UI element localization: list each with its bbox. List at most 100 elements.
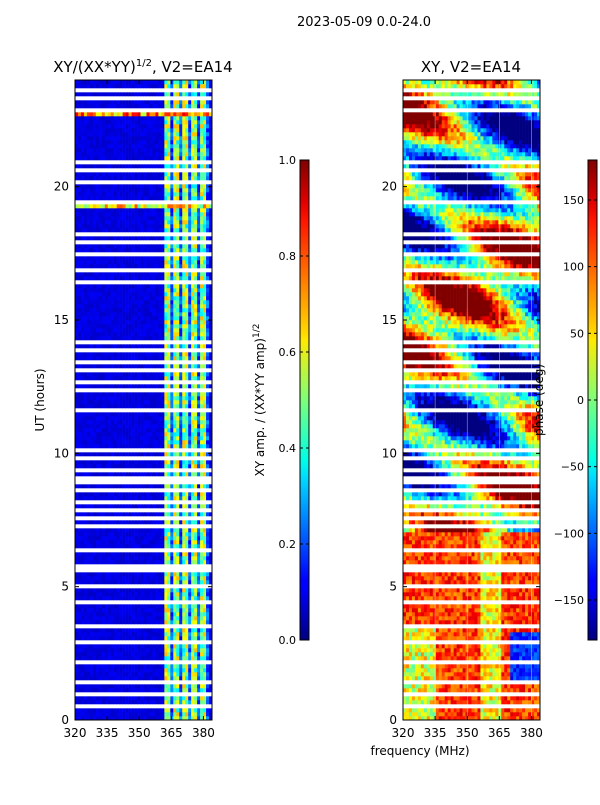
amplitude-cell [128,364,132,369]
amplitude-cell [164,328,168,333]
amplitude-cell [107,308,112,313]
amplitude-cell [128,636,132,641]
amplitude-cell [119,576,123,581]
amplitude-cell [146,376,150,381]
amplitude-cell [77,492,82,497]
amplitude-cell [203,596,207,601]
amplitude-cell [98,548,103,553]
amplitude-cell [131,324,135,329]
amplitude-cell [143,452,147,457]
amplitude-cell [161,452,165,457]
amplitude-cell [164,320,168,325]
amplitude-cell [98,612,103,617]
amplitude-cell [125,640,129,645]
amplitude-cell [203,588,207,593]
amplitude-cell [161,712,165,717]
amplitude-cell [167,708,171,713]
amplitude-cell [164,436,168,441]
amplitude-cell [107,620,112,625]
amplitude-cell [86,416,91,421]
amplitude-cell [143,596,147,601]
amplitude-cell [140,316,144,321]
amplitude-cell [113,676,117,681]
amplitude-cell [134,600,138,605]
amplitude-cell [203,520,207,525]
amplitude-cell [143,708,147,713]
amplitude-cell [134,620,138,625]
amplitude-cell [194,504,198,509]
amplitude-cell [170,552,174,557]
amplitude-cell [209,508,212,513]
amplitude-cell [206,472,210,477]
amplitude-cell [155,592,159,597]
amplitude-cell [122,592,126,597]
amplitude-cell [152,308,156,313]
amplitude-cell [152,480,156,485]
amplitude-cell [75,612,79,617]
amplitude-cell [134,452,138,457]
amplitude-row [75,440,212,445]
amplitude-cell [80,692,85,697]
amplitude-cell [119,624,123,629]
amplitude-cell [80,488,85,493]
amplitude-cell [194,312,198,317]
amplitude-cell [200,548,204,553]
amplitude-cell [92,568,97,573]
amplitude-cell [98,388,103,393]
amplitude-cell [203,564,207,569]
amplitude-cell [164,480,168,485]
amplitude-cell [104,548,109,553]
amplitude-cell [191,564,195,569]
amplitude-cell [80,668,85,673]
amplitude-cell [164,600,168,605]
amplitude-cell [173,424,177,429]
amplitude-cell [191,480,195,485]
amplitude-cell [188,680,192,685]
amplitude-cell [194,716,198,720]
amplitude-cell [134,640,138,645]
amplitude-cell [134,364,138,369]
amplitude-cell [182,608,186,613]
amplitude-row [75,344,212,349]
amplitude-cell [167,692,171,697]
amplitude-cell [149,356,153,361]
amplitude-cell [86,336,91,341]
amplitude-cell [137,352,141,357]
amplitude-cell [209,396,212,401]
amplitude-cell [101,716,106,720]
amplitude-cell [128,336,132,341]
amplitude-cell [209,336,212,341]
amplitude-cell [155,412,159,417]
amplitude-cell [179,524,183,529]
amplitude-cell [77,520,82,525]
amplitude-cell [164,488,168,493]
amplitude-cell [188,420,192,425]
amplitude-cell [131,588,135,593]
amplitude-cell [191,408,195,413]
amplitude-cell [149,652,153,657]
amplitude-cell [146,484,150,489]
amplitude-cell [116,352,120,357]
amplitude-cell [128,700,132,705]
amplitude-cell [131,388,135,393]
amplitude-cell [146,656,150,661]
amplitude-cell [146,576,150,581]
amplitude-cell [206,420,210,425]
amplitude-cell [113,544,117,549]
amplitude-cell [125,396,129,401]
amplitude-cell [155,488,159,493]
amplitude-cell [167,632,171,637]
amplitude-cell [188,612,192,617]
amplitude-cell [143,672,147,677]
amplitude-cell [86,604,91,609]
amplitude-cell [194,380,198,385]
amplitude-cell [137,560,141,565]
amplitude-cell [158,420,162,425]
amplitude-cell [203,440,207,445]
amplitude-cell [86,500,91,505]
amplitude-cell [188,524,192,529]
amplitude-cell [140,588,144,593]
amplitude-cell [197,364,201,369]
amplitude-cell [203,620,207,625]
amplitude-cell [164,420,168,425]
